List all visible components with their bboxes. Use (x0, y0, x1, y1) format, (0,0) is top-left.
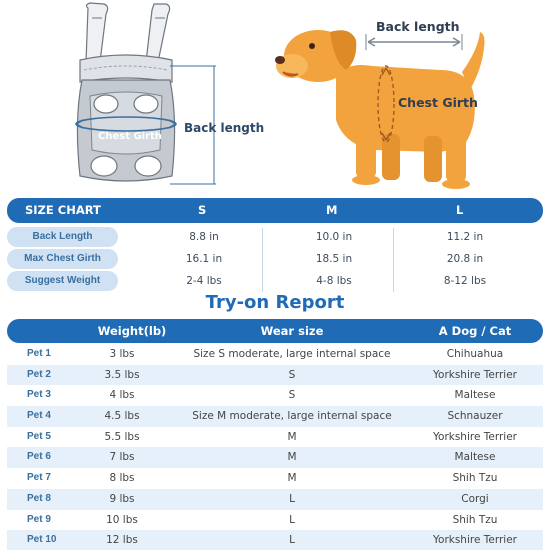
size-row-label: Back Length (7, 227, 118, 247)
pet-breed: Yorkshire Terrier (433, 534, 517, 547)
illustration-graphics (75, 2, 485, 189)
report-row: Pet 1 3 lbs Size S moderate, large inter… (7, 344, 543, 365)
report-row: Pet 9 10 lbs L Shih Tzu (7, 510, 543, 531)
pet-wear-size: M (287, 430, 297, 443)
size-cell: 18.5 in (315, 253, 353, 265)
report-dog-header: A Dog / Cat (438, 324, 512, 338)
pet-breed: Yorkshire Terrier (433, 368, 517, 381)
report-row: Pet 2 3.5 lbs S Yorkshire Terrier (7, 364, 543, 386)
pet-label: Pet 2 (27, 368, 51, 380)
pet-label: Pet 1 (27, 348, 51, 359)
report-row: Pet 6 7 lbs M Maltese (7, 447, 543, 469)
size-cell: 4-8 lbs (316, 275, 352, 287)
size-column-divider (262, 228, 263, 292)
pet-wear-size: M (287, 472, 297, 485)
pet-weight: 5.5 lbs (104, 430, 140, 443)
size-cell: 8.8 in (189, 231, 219, 243)
size-row-label: Max Chest Girth (7, 249, 118, 269)
pet-label: Pet 5 (27, 430, 51, 442)
dog-illustration (275, 30, 485, 189)
report-row: Pet 3 4 lbs S Maltese (7, 385, 543, 406)
size-cell: 20.8 in (446, 253, 484, 265)
pet-wear-size: S (288, 389, 296, 402)
backpack-illustration (75, 2, 216, 185)
dog-chest-girth-label: Chest Girth (398, 95, 478, 110)
pet-breed: Yorkshire Terrier (433, 430, 517, 443)
pet-weight: 12 lbs (106, 534, 138, 547)
pet-breed: Corgi (461, 492, 489, 505)
size-s-header: S (198, 203, 207, 217)
backpack-chest-girth-label: Chest Girth (98, 131, 162, 142)
size-l-header: L (456, 203, 464, 217)
pet-wear-size: M (287, 451, 297, 464)
pet-weight: 3.5 lbs (104, 368, 140, 381)
pet-label: Pet 8 (27, 492, 51, 504)
size-cell: 2-4 lbs (186, 275, 222, 287)
size-cell: 11.2 in (446, 231, 484, 243)
pet-weight: 7 lbs (109, 451, 135, 464)
pet-wear-size: Size M moderate, large internal space (192, 410, 392, 423)
report-header: Weight(lb) Wear size A Dog / Cat (7, 319, 543, 343)
size-chart-title: SIZE CHART (25, 203, 101, 217)
size-row-max-chest-girth: Max Chest Girth 16.1 in 18.5 in 20.8 in (7, 249, 543, 269)
pet-breed: Schnauzer (447, 410, 503, 423)
backpack-back-length-label: Back length (184, 121, 265, 135)
pet-wear-size: L (289, 534, 295, 547)
size-cell: 8-12 lbs (443, 275, 487, 287)
pet-breed: Maltese (454, 389, 496, 402)
size-row-suggest-weight: Suggest Weight 2-4 lbs 4-8 lbs 8-12 lbs (7, 271, 543, 291)
report-table-body: Pet 1 3 lbs Size S moderate, large inter… (7, 344, 543, 550)
pet-breed: Maltese (454, 451, 496, 464)
pet-wear-size: S (288, 368, 296, 381)
pet-wear-size: L (289, 492, 295, 505)
illustration-area: Chest Girth Back length Back length Ches… (0, 0, 550, 198)
report-row: Pet 10 12 lbs L Yorkshire Terrier (7, 530, 543, 550)
pet-wear-size: Size S moderate, large internal space (193, 348, 391, 360)
size-cell: 16.1 in (185, 253, 223, 265)
pet-label: Pet 9 (27, 513, 51, 525)
size-row-label: Suggest Weight (7, 271, 118, 291)
pet-weight: 4 lbs (109, 389, 135, 402)
pet-breed: Chihuahua (446, 348, 504, 360)
pet-label: Pet 3 (27, 389, 51, 401)
pet-weight: 9 lbs (109, 492, 135, 505)
report-row: Pet 7 8 lbs M Shih Tzu (7, 468, 543, 489)
size-chart-header: SIZE CHART S M L (7, 198, 543, 223)
pet-weight: 8 lbs (109, 472, 135, 485)
pet-breed: Shih Tzu (452, 513, 498, 526)
dog-back-length-label: Back length (376, 19, 460, 34)
report-row: Pet 8 9 lbs L Corgi (7, 488, 543, 510)
size-row-back-length: Back Length 8.8 in 10.0 in 11.2 in (7, 227, 543, 247)
pet-weight: 10 lbs (106, 513, 138, 526)
report-row: Pet 4 4.5 lbs Size M moderate, large int… (7, 406, 543, 427)
pet-label: Pet 6 (27, 451, 51, 463)
report-row: Pet 5 5.5 lbs M Yorkshire Terrier (7, 427, 543, 448)
report-title: Try-on Report (205, 292, 345, 313)
size-m-header: M (326, 203, 338, 217)
pet-label: Pet 7 (27, 472, 51, 484)
pet-weight: 3 lbs (109, 348, 135, 360)
size-column-divider (393, 228, 394, 292)
pet-label: Pet 4 (27, 410, 51, 422)
report-wear-header: Wear size (260, 324, 324, 338)
report-weight-header: Weight(lb) (97, 324, 167, 338)
pet-weight: 4.5 lbs (104, 410, 140, 423)
size-cell: 10.0 in (315, 231, 353, 243)
pet-breed: Shih Tzu (452, 472, 498, 485)
pet-label: Pet 10 (27, 534, 57, 546)
pet-wear-size: L (289, 513, 295, 526)
